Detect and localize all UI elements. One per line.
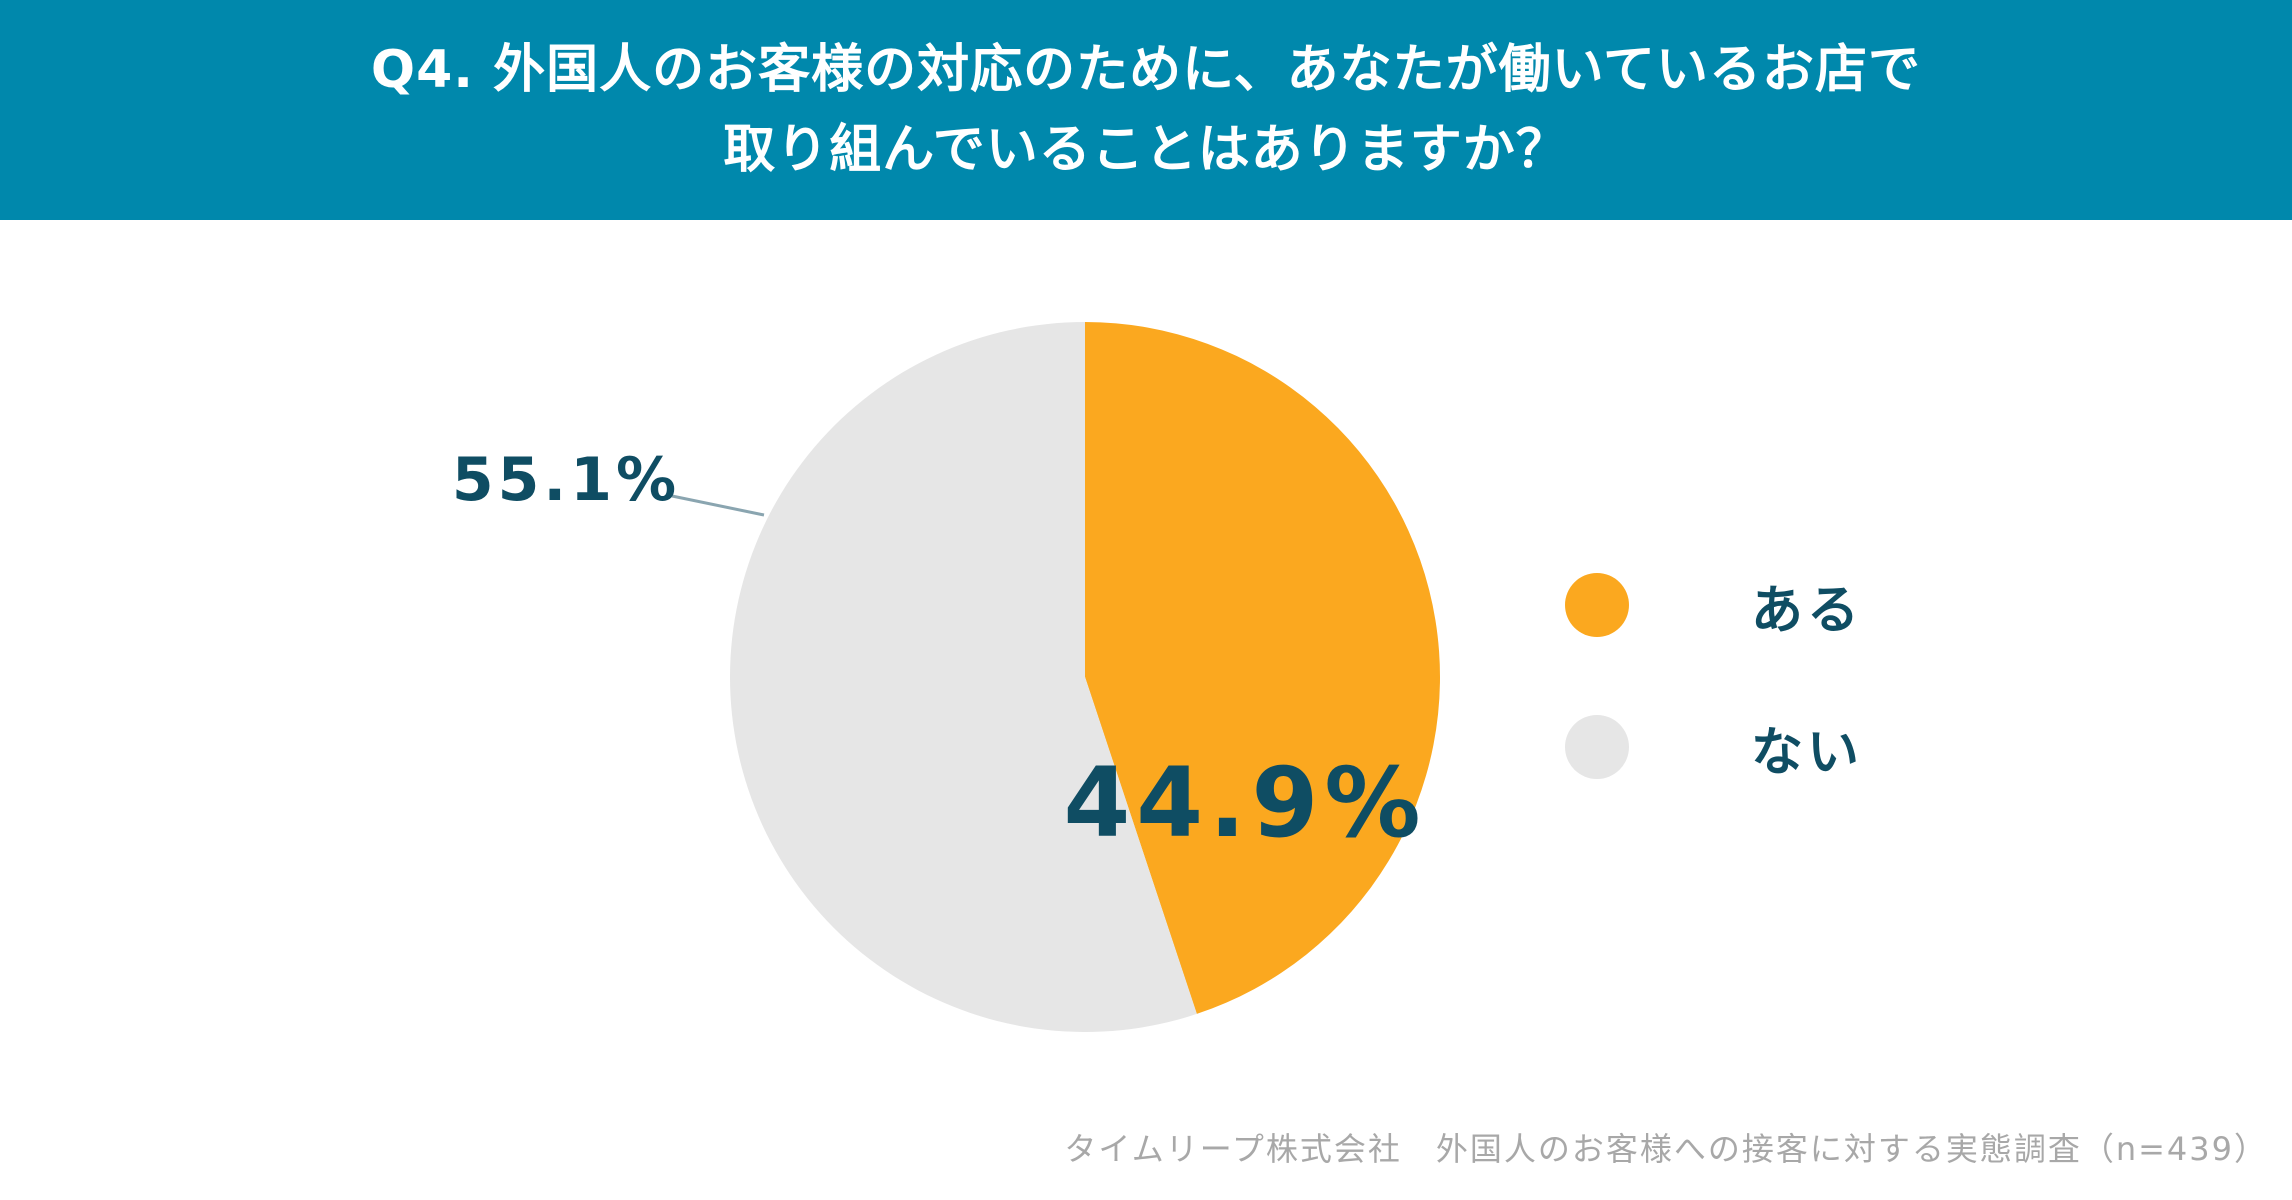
legend-swatch-aru <box>1565 573 1629 637</box>
title-banner: Q4. 外国人のお客様の対応のために、あなたが働いているお店で 取り組んでいるこ… <box>0 0 2292 220</box>
data-label-nai: 55.1% <box>452 445 680 515</box>
pie-slice-aru <box>1085 322 1440 1014</box>
legend-swatch-nai <box>1565 715 1629 779</box>
title-line-1: Q4. 外国人のお客様の対応のために、あなたが働いているお店で <box>370 40 1922 100</box>
data-label-aru: 44.9% <box>1063 747 1426 859</box>
pie-slices <box>729 322 1440 1032</box>
legend: ある ない <box>1565 573 1863 857</box>
legend-label-nai: ない <box>1751 722 1864 783</box>
legend-label-aru: ある <box>1751 580 1864 641</box>
legend-item-aru: ある <box>1565 573 1863 641</box>
legend-item-nai: ない <box>1565 715 1863 783</box>
source-note: タイムリープ株式会社 外国人のお客様への接客に対する実態調査（n=439） <box>1064 1130 2268 1168</box>
title-line-2: 取り組んでいることはありますか？ <box>723 120 1569 180</box>
leader-line-nai <box>671 494 765 517</box>
pie-slice-nai <box>729 322 1197 1032</box>
